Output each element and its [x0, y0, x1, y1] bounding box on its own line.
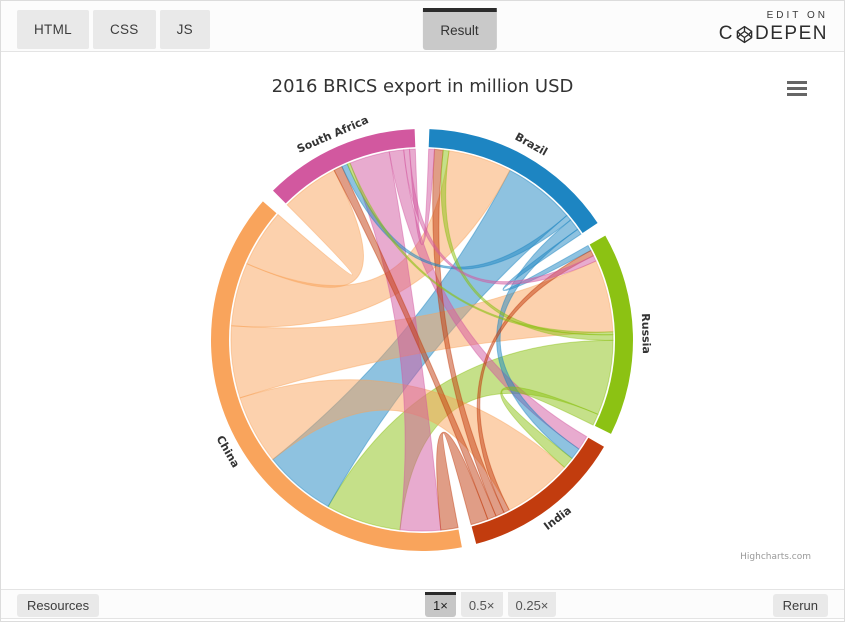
tab-css[interactable]: CSS	[92, 10, 156, 49]
chord-link-russia-to-india[interactable]	[500, 386, 599, 469]
zoom-1x-button[interactable]: 1×	[425, 592, 456, 617]
chord-link-south-africa-to-brazil[interactable]	[408, 148, 436, 245]
tab-html[interactable]: HTML	[17, 10, 89, 49]
node-arc-south-africa[interactable]	[273, 129, 416, 204]
node-arc-india[interactable]	[471, 437, 604, 544]
node-arc-brazil[interactable]	[428, 129, 598, 233]
chord-link-russia-to-brazil[interactable]	[440, 149, 614, 341]
chord-link-brazil-to-russia[interactable]	[502, 228, 592, 291]
code-tabs: HTML CSS JS	[17, 10, 210, 49]
chord-link-india-to-china[interactable]	[436, 431, 489, 531]
codepen-logo: C DEPEN	[719, 23, 828, 45]
zoom-05x-button[interactable]: 0.5×	[460, 592, 503, 617]
codepen-logo-depen: DEPEN	[755, 23, 828, 44]
node-label-russia: Russia	[639, 313, 653, 354]
chord-link-south-africa-to-russia[interactable]	[403, 148, 597, 285]
bottombar: Resources 1× 0.5× 0.25× Rerun	[1, 589, 844, 619]
chart-panel: Brazil Russia India China South Africa 2016 …	[1, 52, 844, 589]
resources-button[interactable]: Resources	[17, 594, 100, 617]
tab-js[interactable]: JS	[159, 10, 210, 49]
chord-link-india-to-russia[interactable]	[476, 249, 595, 514]
topbar: HTML CSS JS Result EDIT ON C DEPEN	[1, 1, 844, 52]
chord-link-india-to-south-africa[interactable]	[333, 165, 497, 520]
chord-link-china-to-south-africa[interactable]	[246, 169, 364, 288]
chart-menu-icon[interactable]	[787, 81, 807, 98]
edit-on-codepen-link[interactable]: EDIT ON C DEPEN	[719, 10, 828, 45]
highcharts-credits-link[interactable]: Highcharts.com	[740, 552, 811, 562]
tab-result[interactable]: Result	[422, 8, 497, 50]
chord-link-russia-to-south-africa[interactable]	[346, 162, 614, 336]
chart-title: 2016 BRICS export in million USD	[271, 76, 574, 97]
edit-on-label: EDIT ON	[766, 10, 828, 21]
codepen-logo-c: C	[718, 23, 735, 44]
codepen-cube-icon	[736, 25, 753, 43]
zoom-buttons: 1× 0.5× 0.25×	[425, 592, 557, 617]
node-arc-china[interactable]	[210, 201, 462, 552]
chord-link-brazil-to-south-africa[interactable]	[341, 163, 572, 270]
node-arc-russia[interactable]	[589, 235, 633, 434]
zoom-025x-button[interactable]: 0.25×	[507, 592, 557, 617]
rerun-button[interactable]: Rerun	[772, 594, 828, 617]
